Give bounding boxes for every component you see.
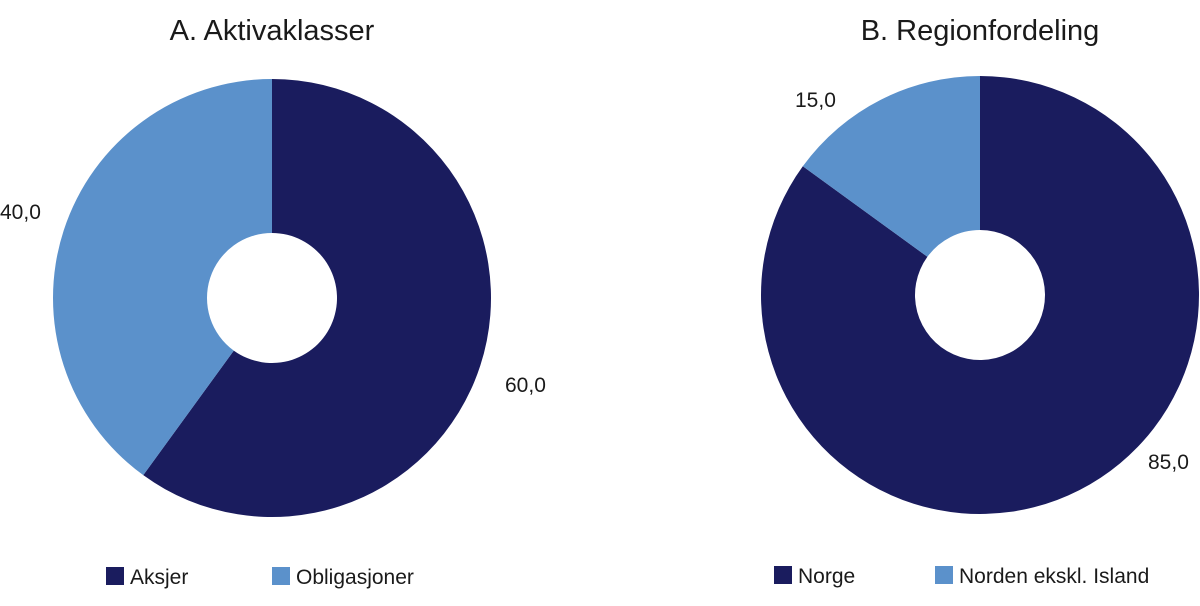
legend-label-obligasjoner: Obligasjoner bbox=[296, 566, 414, 589]
slice-norge bbox=[760, 76, 1199, 514]
slice-obligasjoner bbox=[53, 79, 273, 476]
slice-norden bbox=[802, 76, 980, 257]
slice-aksjer bbox=[143, 79, 492, 518]
legend-label-norden: Norden ekskl. Island bbox=[959, 565, 1149, 588]
chart-b: B. Regionfordeling 85,0 15,0 Norge Norde… bbox=[760, 15, 1199, 588]
chart-a-slices bbox=[53, 79, 492, 518]
chart-a: A. Aktivaklasser 60,0 40,0 Aksjer Obliga… bbox=[0, 15, 546, 589]
legend-swatch-aksjer bbox=[106, 567, 124, 585]
legend-swatch-norden bbox=[935, 566, 953, 584]
legend-swatch-norge bbox=[774, 566, 792, 584]
chart-b-slices bbox=[760, 76, 1199, 514]
chart-a-title: A. Aktivaklasser bbox=[170, 15, 375, 47]
chart-a-legend: Aksjer Obligasjoner bbox=[106, 566, 414, 589]
legend-label-norge: Norge bbox=[798, 565, 855, 588]
chart-a-value-label-obligasjoner: 40,0 bbox=[0, 201, 41, 224]
chart-a-value-label-aksjer: 60,0 bbox=[505, 374, 546, 397]
chart-b-value-label-norden: 15,0 bbox=[795, 89, 836, 112]
chart-b-title: B. Regionfordeling bbox=[861, 15, 1100, 47]
chart-b-legend: Norge Norden ekskl. Island bbox=[774, 565, 1149, 588]
legend-swatch-obligasjoner bbox=[272, 567, 290, 585]
chart-b-value-label-norge: 85,0 bbox=[1148, 451, 1189, 474]
legend-label-aksjer: Aksjer bbox=[130, 566, 188, 589]
